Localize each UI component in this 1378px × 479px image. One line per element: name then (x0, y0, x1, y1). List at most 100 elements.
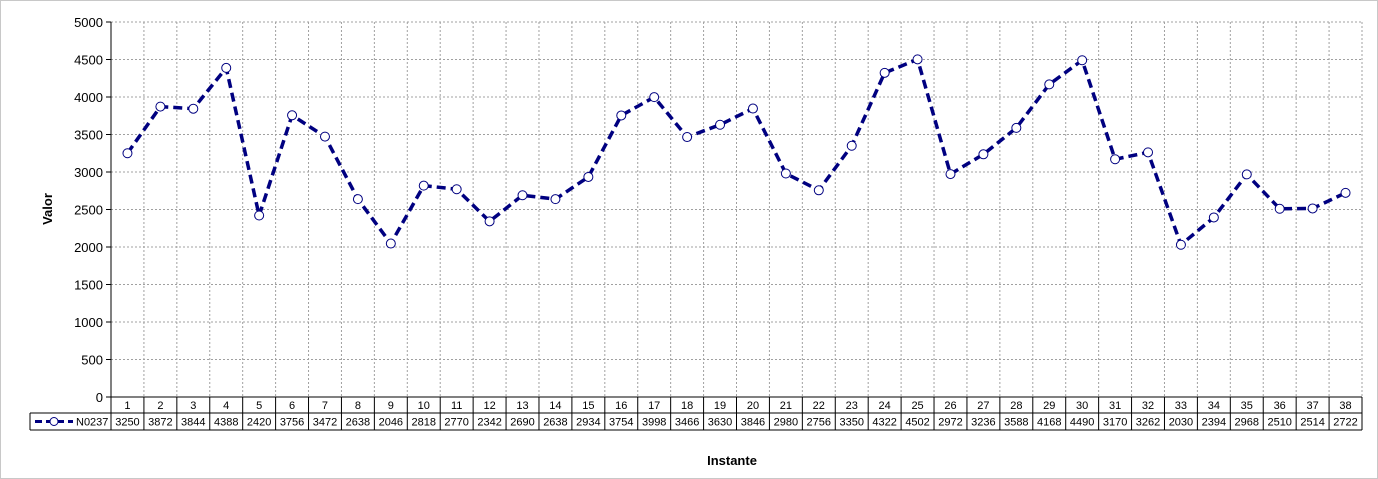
data-point (254, 210, 265, 221)
x-tick-label: 38 (1339, 400, 1351, 412)
data-point (451, 184, 462, 195)
x-tick-label: 29 (1043, 400, 1055, 412)
data-table-value: 3872 (148, 417, 172, 429)
data-point (912, 54, 923, 65)
x-tick-label: 37 (1306, 400, 1318, 412)
data-table-value: 2756 (807, 417, 831, 429)
y-tick-label: 4000 (74, 90, 103, 105)
y-tick-labels: 0 500 1000 1500 2000 2500 3000 3500 4000 4500 5000 (74, 15, 111, 405)
x-tick-label: 22 (813, 400, 825, 412)
x-tick-label: 7 (322, 400, 328, 412)
data-table-value: 3630 (708, 417, 732, 429)
data-point (122, 148, 133, 159)
data-point (352, 194, 363, 205)
data-point (385, 238, 396, 249)
data-table-value: 2394 (1202, 417, 1226, 429)
data-table-value: 3844 (181, 417, 205, 429)
y-tick-label: 4500 (74, 53, 103, 68)
data-point (1175, 239, 1186, 250)
x-tick-label: 26 (944, 400, 956, 412)
y-tick-label: 1000 (74, 315, 103, 330)
data-table-value: 2420 (247, 417, 271, 429)
data-point (287, 110, 298, 121)
y-tick-label: 5000 (74, 15, 103, 30)
data-table-value: 4490 (1070, 417, 1094, 429)
x-tick-label: 16 (615, 400, 627, 412)
series-line (126, 57, 1347, 247)
data-point (1110, 154, 1121, 165)
x-tick-label: 27 (977, 400, 989, 412)
data-point (747, 103, 758, 114)
data-table-value: 3250 (115, 417, 139, 429)
x-tick-label: 25 (911, 400, 923, 412)
y-tick-label: 2500 (74, 203, 103, 218)
data-table-value: 2514 (1300, 417, 1324, 429)
data-point (649, 92, 660, 103)
data-table-value: 4168 (1037, 417, 1061, 429)
data-point (846, 140, 857, 151)
data-point (945, 169, 956, 180)
data-table-value: 3588 (1004, 417, 1028, 429)
x-tick-label: 23 (846, 400, 858, 412)
data-table-value: 2510 (1267, 417, 1291, 429)
data-table-value: 4502 (905, 417, 929, 429)
x-tick-label: 17 (648, 400, 660, 412)
x-tick-label: 33 (1175, 400, 1187, 412)
y-tick-label: 0 (96, 390, 103, 405)
data-point (978, 149, 989, 160)
data-table-value: 2968 (1235, 417, 1259, 429)
data-point (780, 168, 791, 179)
data-table-value: 3756 (280, 417, 304, 429)
data-point (583, 171, 594, 182)
x-tick-label: 19 (714, 400, 726, 412)
x-tick-label: 21 (780, 400, 792, 412)
y-tick-label: 3000 (74, 165, 103, 180)
x-tick-label: 12 (483, 400, 495, 412)
data-table-value: 2046 (379, 417, 403, 429)
data-point (155, 101, 166, 112)
x-tick-label: 10 (418, 400, 430, 412)
x-tick-label: 18 (681, 400, 693, 412)
x-tick-label: 24 (879, 400, 891, 412)
x-tick-label: 28 (1010, 400, 1022, 412)
x-tick-label: 9 (388, 400, 394, 412)
y-axis-label: Valor (40, 193, 55, 225)
y-tick-label: 500 (81, 353, 103, 368)
x-tick-label: 6 (289, 400, 295, 412)
data-table-value: 3998 (642, 417, 666, 429)
data-point (1307, 203, 1318, 214)
data-table-value: 2342 (477, 417, 501, 429)
data-point (221, 62, 232, 73)
x-tick-label: 3 (190, 400, 196, 412)
x-tick-label: 2 (157, 400, 163, 412)
data-table-value: 3754 (609, 417, 633, 429)
y-tick-label: 1500 (74, 278, 103, 293)
data-table-value: 2934 (576, 417, 600, 429)
x-tick-label: 14 (549, 400, 561, 412)
data-table-value: 3846 (741, 417, 765, 429)
data-point (484, 216, 495, 227)
data-table-value: 3262 (1136, 417, 1160, 429)
data-point (1143, 147, 1154, 158)
data-point (418, 180, 429, 191)
data-table-value: 2638 (346, 417, 370, 429)
data-table-value: 3236 (971, 417, 995, 429)
data-point (1274, 203, 1285, 214)
data-table-value: 2638 (543, 417, 567, 429)
data-point (616, 110, 627, 121)
series-layer (122, 54, 1351, 250)
data-table-value: 2980 (774, 417, 798, 429)
data-point (1208, 212, 1219, 223)
legend-marker (49, 417, 59, 426)
x-tick-label: 1 (124, 400, 130, 412)
data-point (1340, 187, 1351, 198)
data-point (879, 67, 890, 78)
data-point (682, 132, 693, 143)
x-tick-label: 15 (582, 400, 594, 412)
data-point (550, 194, 561, 205)
grid-layer (110, 21, 1363, 397)
data-table-value: 3472 (313, 417, 337, 429)
data-point (319, 131, 330, 142)
data-point (715, 119, 726, 130)
x-tick-label: 4 (223, 400, 229, 412)
